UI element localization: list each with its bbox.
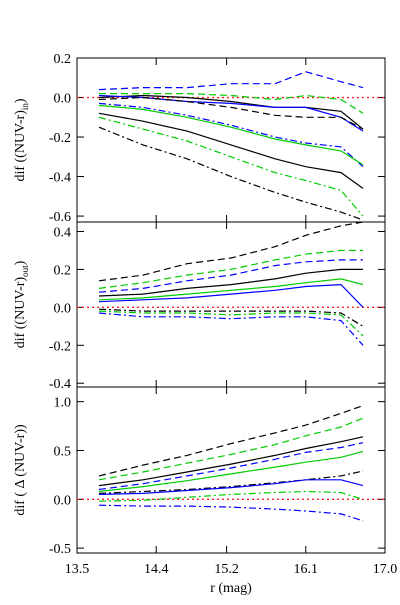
x-tick-label-2: 15.2 [214,562,239,577]
x-tick-label-1: 14.4 [144,562,169,577]
x-tick-label-3: 16.1 [294,562,319,577]
panel-3-series-6-line [98,470,364,494]
panel-1-series-7-line [98,104,364,166]
panel-3-series-2-line [98,417,364,481]
panel-1-y-tick-label-4: -0.6 [49,210,71,225]
panel-1-series-4-line [98,94,364,132]
panel-2-y-tick-label-0: 0.4 [54,225,72,240]
panel-2-y-axis-label: dif ((NUV-r)out) [13,260,30,348]
panel-2-frame [76,221,386,388]
panel-3-series-4-line [98,442,364,491]
panel-3-series-1-line [98,405,364,477]
panel-1-y-tick-label-1: 0.0 [54,92,72,107]
panel-1-series-1-line [98,71,364,91]
panel-2-series-8-line [98,310,364,337]
panel-2-y-tick-label-3: -0.2 [49,339,71,354]
panel-3-series-8-line [98,490,364,502]
x-tick-label-0: 13.5 [65,562,90,577]
panel-1-y-axis-label: dif ((NUV-r)in) [13,98,30,181]
panel-2-series-9-line [98,312,364,346]
panel-2-y-tick-label-1: 0.2 [54,263,72,278]
panel-3-series-3-line [98,436,364,487]
panel-2-y-tick-label-4: -0.4 [49,377,71,392]
panel-3-y-tick-label-1: 0.5 [54,444,72,459]
panel-3-frame [76,386,386,554]
panel-1-y-tick-label-2: -0.2 [49,131,71,146]
panel-1-series-8-line [98,112,364,189]
panel-1-series-10-line [98,126,364,221]
panel-2-series-7-line [98,308,364,327]
panel-2-series-6-line [98,283,364,308]
panel-1-frame [76,57,386,223]
panel-1-series-3-line [98,94,364,130]
panel-3-series-7-line [98,479,364,495]
panel-3-y-tick-label-3: -0.5 [49,542,71,557]
x-tick-label-4: 17.0 [373,562,398,577]
panel-1-series-2-line [99,92,364,114]
panel-1-series-9-line [98,116,364,217]
panel-2-y-tick-label-2: 0.0 [54,301,72,316]
panel-1-series-5-line [98,96,364,130]
panel-3-y-axis-label: dif ( Δ (NUV-r)) [13,424,28,516]
panel-2-series-1-line [98,221,364,282]
panel-1-y-tick-label-3: -0.4 [49,171,71,186]
panel-2-series-4-line [98,268,363,297]
panel-3-y-tick-label-0: 1.0 [54,396,72,411]
panel-1-y-tick-label-0: 0.2 [54,52,72,67]
panel-2-series-5-line [98,278,364,301]
panel-2-series-3-line [98,259,363,293]
panel-3-series-5-line [98,450,364,493]
panel-3-y-tick-label-2: 0.0 [54,493,72,508]
panel-2-series-2-line [98,249,363,289]
panel-3-series-9-line [98,504,364,522]
x-axis-label: r (mag) [210,581,252,596]
panel-1-series-6-line [98,102,364,168]
